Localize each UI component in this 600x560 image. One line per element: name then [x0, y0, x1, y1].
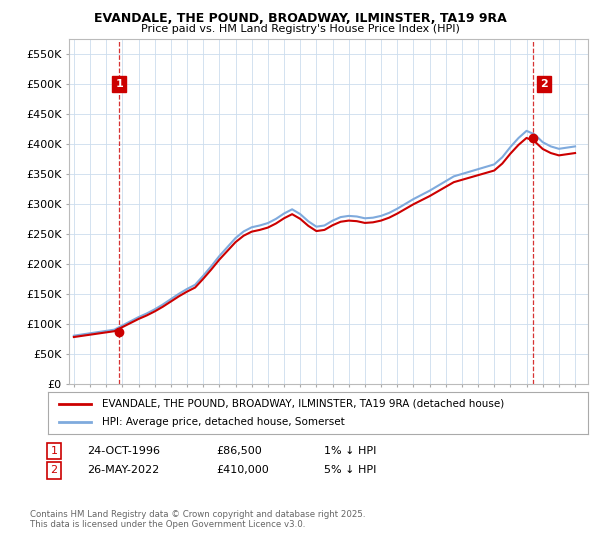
Text: 2: 2	[50, 465, 58, 475]
Text: Contains HM Land Registry data © Crown copyright and database right 2025.
This d: Contains HM Land Registry data © Crown c…	[30, 510, 365, 529]
Text: EVANDALE, THE POUND, BROADWAY, ILMINSTER, TA19 9RA (detached house): EVANDALE, THE POUND, BROADWAY, ILMINSTER…	[102, 399, 504, 409]
Text: £86,500: £86,500	[216, 446, 262, 456]
Text: 1% ↓ HPI: 1% ↓ HPI	[324, 446, 376, 456]
Text: 5% ↓ HPI: 5% ↓ HPI	[324, 465, 376, 475]
Text: 24-OCT-1996: 24-OCT-1996	[87, 446, 160, 456]
Text: Price paid vs. HM Land Registry's House Price Index (HPI): Price paid vs. HM Land Registry's House …	[140, 24, 460, 34]
Text: 1: 1	[115, 79, 123, 89]
Text: £410,000: £410,000	[216, 465, 269, 475]
Text: 1: 1	[50, 446, 58, 456]
Text: HPI: Average price, detached house, Somerset: HPI: Average price, detached house, Some…	[102, 417, 345, 427]
Text: 2: 2	[540, 79, 548, 89]
Text: EVANDALE, THE POUND, BROADWAY, ILMINSTER, TA19 9RA: EVANDALE, THE POUND, BROADWAY, ILMINSTER…	[94, 12, 506, 25]
Text: 26-MAY-2022: 26-MAY-2022	[87, 465, 159, 475]
